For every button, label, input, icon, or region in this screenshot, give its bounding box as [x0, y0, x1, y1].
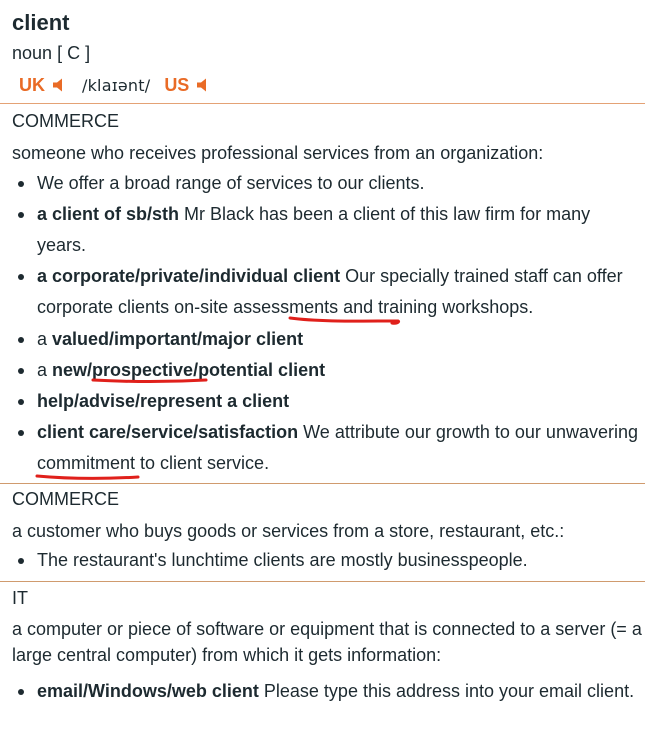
sense-divider: [0, 103, 645, 104]
uk-speaker-icon[interactable]: [51, 76, 69, 94]
example-item: The restaurant's lunchtime clients are m…: [18, 545, 642, 576]
sense-divider: [0, 483, 645, 484]
definition: a computer or piece of software or equip…: [12, 619, 642, 665]
example-item: a corporate/private/individual client Ou…: [18, 261, 642, 323]
example-item: We offer a broad range of services to ou…: [18, 168, 642, 199]
domain-label: COMMERCE: [12, 489, 119, 509]
part-of-speech: noun: [12, 43, 53, 63]
ipa-pronunciation: /klaɪənt/: [82, 75, 151, 95]
uk-label: UK: [19, 74, 45, 95]
definition: someone who receives professional servic…: [12, 143, 544, 163]
example-item: a new/prospective/potential client: [18, 355, 642, 386]
example-item: a client of sb/sth Mr Black has been a c…: [18, 199, 642, 261]
sense-divider: [0, 581, 645, 582]
example-item: help/advise/represent a client: [18, 386, 642, 417]
grammar-code: [ C ]: [57, 43, 91, 63]
example-item: email/Windows/web client Please type thi…: [18, 676, 642, 707]
headword: client: [12, 10, 70, 35]
us-label: US: [164, 74, 190, 95]
example-item: a valued/important/major client: [18, 324, 642, 355]
part-of-speech-line: noun [ C ]: [12, 40, 90, 66]
domain-label: COMMERCE: [12, 111, 119, 131]
us-speaker-icon[interactable]: [195, 76, 213, 94]
definition: a customer who buys goods or services fr…: [12, 521, 565, 541]
domain-label: IT: [12, 588, 28, 608]
pronunciation-line: UK /klaɪənt/ US: [19, 71, 213, 99]
example-item: client care/service/satisfaction We attr…: [18, 417, 642, 479]
